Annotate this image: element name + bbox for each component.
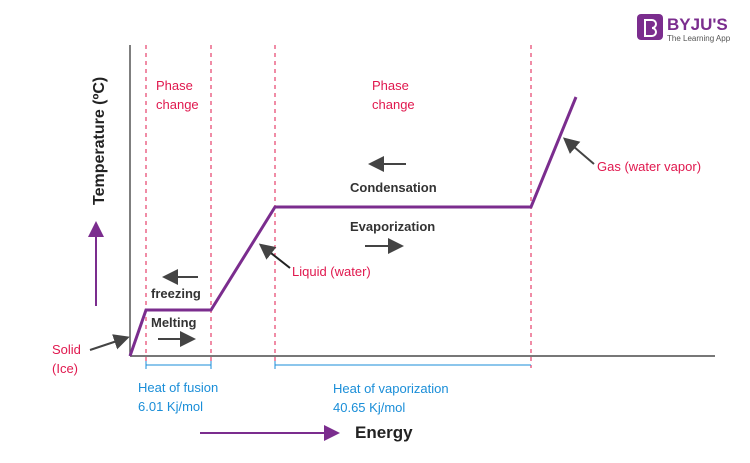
solid-label: Solid (52, 342, 81, 357)
heat-of-fusion-label: Heat of fusion (138, 380, 218, 395)
heat-of-vaporization-label: Heat of vaporization (333, 381, 449, 396)
gas-pointer-arrow (562, 137, 595, 165)
solid-pointer-arrow (89, 334, 130, 351)
evaporization-label: Evaporization (350, 219, 435, 234)
logo-brand: BYJU'S (667, 15, 728, 34)
logo-tagline: The Learning App (667, 34, 731, 43)
phase-change-2-line2: change (372, 97, 415, 112)
phase-change-1-line2: change (156, 97, 199, 112)
heat-of-vaporization-value: 40.65 Kj/mol (333, 400, 405, 415)
gas-label: Gas (water vapor) (597, 159, 701, 174)
x-axis-label: Energy (355, 423, 413, 442)
phase-change-2-line1: Phase (372, 78, 409, 93)
phase-change-1-line1: Phase (156, 78, 193, 93)
byjus-logo: BYJU'S The Learning App (637, 14, 731, 43)
freezing-label: freezing (151, 286, 201, 301)
y-axis-label: Temperature (ºC) (91, 77, 108, 205)
heat-of-fusion-value: 6.01 Kj/mol (138, 399, 203, 414)
condensation-label: Condensation (350, 180, 437, 195)
liquid-pointer-arrow (258, 243, 291, 269)
ice-label: (Ice) (52, 361, 78, 376)
melting-label: Melting (151, 315, 197, 330)
heating-curve (128, 96, 578, 357)
liquid-label: Liquid (water) (292, 264, 371, 279)
heat-brackets (145, 361, 531, 369)
